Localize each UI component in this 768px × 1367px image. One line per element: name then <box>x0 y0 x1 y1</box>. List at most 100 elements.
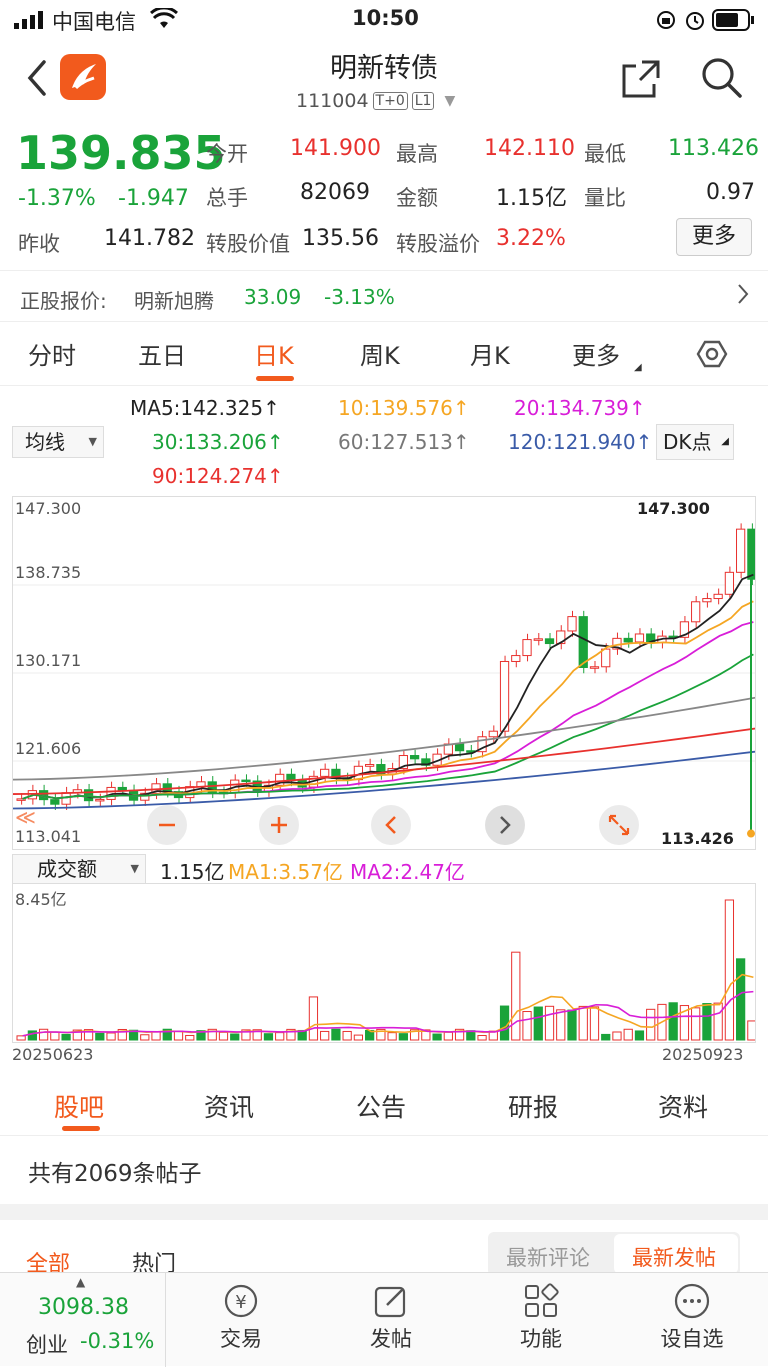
volume-bar <box>185 1034 195 1041</box>
candle-body <box>601 648 611 668</box>
volume-ma1-line <box>22 973 754 1037</box>
index-widget[interactable]: ▲ 3098.38 创业 -0.31% <box>0 1273 166 1367</box>
volume-bar <box>263 1033 274 1041</box>
zoom-in-icon[interactable] <box>259 805 299 845</box>
app-logo[interactable] <box>60 54 106 100</box>
tab-forum[interactable]: 股吧 <box>54 1093 105 1122</box>
quote-panel: 139.835 -1.37% -1.947 昨收 141.782 今开 141.… <box>0 122 768 270</box>
tab-research[interactable]: 研报 <box>508 1093 559 1122</box>
ma5-value: MA5:142.325↑ <box>130 396 280 420</box>
nav-post[interactable]: 发帖 <box>316 1273 466 1367</box>
code-dropdown-icon[interactable]: ▼ <box>444 93 456 109</box>
ma30-value: 30:133.206↑ <box>152 430 284 454</box>
tab-weekly-k[interactable]: 周K <box>360 342 400 370</box>
candle-body <box>83 789 94 802</box>
candle-body <box>16 798 26 801</box>
ma10-value: 10:139.576↑ <box>338 396 470 420</box>
sort-latest-post[interactable]: 最新发帖 <box>632 1246 716 1270</box>
candle-body <box>511 655 521 662</box>
nav-post-label: 发帖 <box>370 1327 412 1351</box>
ma120-value: 120:121.940↑ <box>508 430 653 454</box>
volume-bar <box>241 1029 251 1041</box>
t0-badge: T+0 <box>372 92 408 110</box>
chevron-right-icon <box>736 281 750 312</box>
tab-announcements[interactable]: 公告 <box>356 1093 407 1122</box>
volume-bar <box>72 1029 82 1041</box>
candle-body <box>95 798 105 802</box>
fullscreen-icon[interactable] <box>599 805 639 845</box>
volume-bar <box>612 1031 622 1041</box>
volume-ma2-line <box>22 990 754 1037</box>
y-label-3: 130.171 <box>15 651 82 670</box>
volume-bar <box>668 1002 678 1041</box>
tab-more[interactable]: 更多 <box>572 342 620 370</box>
sort-latest-comment[interactable]: 最新评论 <box>506 1246 590 1270</box>
candle-body <box>533 638 543 641</box>
back-icon[interactable] <box>24 58 48 102</box>
premium-label: 转股溢价 <box>396 232 480 256</box>
pan-left-icon[interactable] <box>371 805 411 845</box>
volume-bar <box>702 1003 712 1041</box>
premium-value: 3.22% <box>496 226 566 251</box>
candle-body <box>634 633 645 643</box>
underlying-price: 33.09 <box>244 285 302 309</box>
share-icon[interactable] <box>620 58 662 104</box>
carrier-name: 中国电信 <box>52 10 136 34</box>
ma20-value: 20:134.739↑ <box>514 396 646 420</box>
more-quote-button[interactable]: 更多 <box>676 218 752 256</box>
volume-ma1: MA1:3.57亿 <box>228 860 343 884</box>
pan-right-icon[interactable] <box>485 805 525 845</box>
volume-amount: 1.15亿 <box>160 860 225 884</box>
volume-chart[interactable]: 8.45亿 <box>12 883 756 1043</box>
ma120-line <box>13 750 755 810</box>
zoom-out-icon[interactable] <box>147 805 187 845</box>
tab-intraday[interactable]: 分时 <box>28 342 76 370</box>
nav-trade[interactable]: ¥ 交易 <box>166 1273 316 1367</box>
candle-body <box>398 755 408 770</box>
tab-news[interactable]: 资讯 <box>204 1093 255 1122</box>
volume-bar <box>522 1011 532 1041</box>
tab-five-day[interactable]: 五日 <box>138 342 186 370</box>
candle-body <box>691 601 701 623</box>
change-percent: -1.37% <box>18 186 96 211</box>
underlying-label: 正股报价: <box>20 289 107 313</box>
search-icon[interactable] <box>700 56 744 104</box>
underlying-change: -3.13% <box>324 285 395 309</box>
security-code: 111004 <box>296 90 369 112</box>
ma60-value: 60:127.513↑ <box>338 430 470 454</box>
more-dropdown-icon: ◢ <box>634 362 642 373</box>
tab-profile[interactable]: 资料 <box>658 1093 709 1122</box>
volume-bar <box>499 1005 510 1041</box>
settings-icon[interactable] <box>696 338 728 374</box>
page-title: 明新转债 <box>330 53 438 84</box>
volume-bar <box>589 1006 600 1041</box>
volume-bar <box>252 1029 262 1041</box>
dk-point-button[interactable]: DK点 ◢ <box>656 424 734 460</box>
indicator-dropdown[interactable]: 均线 ▼ <box>12 426 104 458</box>
nav-function[interactable]: 功能 <box>466 1273 616 1367</box>
ma-legend: 均线 ▼ MA5:142.325↑ 10:139.576↑ 20:134.739… <box>0 388 768 496</box>
volume-bar <box>691 1007 701 1041</box>
kline-chart[interactable]: 147.300 138.735 130.171 121.606 113.041 … <box>12 496 756 850</box>
underlying-stock-row[interactable]: 正股报价: 明新旭腾 33.09 -3.13% <box>0 270 768 322</box>
content-tabs: 股吧 资讯 公告 研报 资料 <box>0 1070 768 1136</box>
candle-body <box>736 528 746 573</box>
nav-add-watchlist[interactable]: 设自选 <box>616 1273 768 1367</box>
wifi-icon <box>149 6 179 35</box>
volume-bar <box>454 1028 465 1041</box>
volume-bar <box>95 1032 105 1041</box>
volume-bar <box>275 1032 285 1041</box>
volume-indicator-dropdown[interactable]: 成交额 ▼ <box>12 854 146 884</box>
candle-body <box>567 616 577 632</box>
high-label: 最高 <box>396 142 438 166</box>
volume-bar <box>353 1034 364 1041</box>
volume-bar <box>736 958 746 1041</box>
candle-body <box>544 638 555 645</box>
rewind-icon[interactable]: ≪ <box>15 805 36 829</box>
active-tab-indicator <box>256 376 294 381</box>
tab-monthly-k[interactable]: 月K <box>470 342 510 370</box>
tab-daily-k[interactable]: 日K <box>254 342 294 370</box>
conversion-value: 135.56 <box>302 226 379 251</box>
low-label: 最低 <box>584 142 626 166</box>
candle-body <box>117 786 127 791</box>
